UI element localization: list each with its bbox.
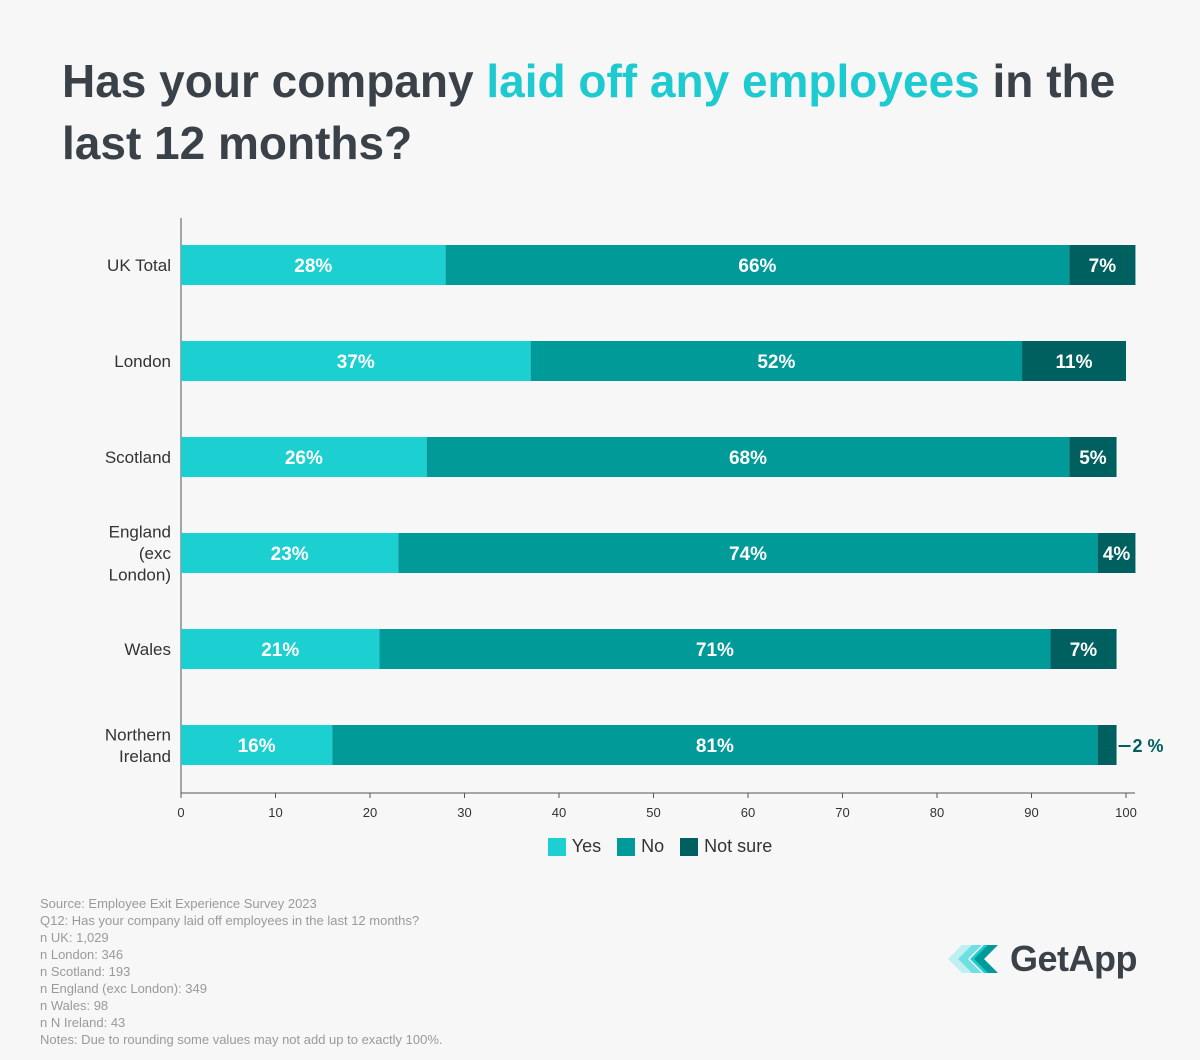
bar-segment-not-sure	[1097, 533, 1136, 573]
x-tick-label: 0	[177, 805, 184, 820]
bar-segment-yes	[181, 245, 446, 285]
category-label: London	[114, 352, 171, 371]
title-highlight: laid off any employees	[486, 55, 980, 107]
note-line: Source: Employee Exit Experience Survey …	[40, 896, 317, 911]
x-tick-label: 10	[268, 805, 282, 820]
legend-label-yes: Yes	[571, 836, 602, 856]
x-tick-label: 70	[835, 805, 849, 820]
note-line: Notes: Due to rounding some values may n…	[40, 1032, 443, 1047]
bar-segment-yes	[181, 725, 333, 765]
bar-value-label: 5%	[1079, 448, 1107, 469]
category-label-line: London	[114, 352, 171, 371]
legend-item-no: No	[617, 836, 664, 857]
note-line: n Scotland: 193	[40, 964, 131, 979]
title-part-2: in the last 12 months?	[62, 55, 1116, 169]
bar-value-label: 81%	[696, 736, 734, 757]
note-line: Q12: Has your company laid off employees…	[40, 913, 420, 928]
note-line: n England (exc London): 349	[40, 981, 207, 996]
category-label-line: (exc	[139, 544, 172, 563]
category-label: Scotland	[105, 448, 171, 467]
bar-value-label: 4%	[1103, 544, 1131, 565]
bar-value-label: 2 %	[1133, 736, 1164, 756]
category-label-line: UK Total	[107, 256, 171, 275]
category-label-line: England	[109, 523, 171, 542]
x-tick-label: 60	[741, 805, 755, 820]
bar-value-label: 74%	[729, 544, 767, 565]
bar-segment-not-sure	[1097, 725, 1117, 765]
note-line: n N Ireland: 43	[40, 1015, 126, 1030]
bar-segment-not-sure	[1022, 341, 1126, 381]
x-tick-label: 100	[1115, 805, 1137, 820]
note-line: n Wales: 98	[40, 998, 109, 1013]
category-label: Northern Ireland	[105, 725, 171, 766]
getapp-chevrons-icon	[948, 945, 998, 973]
category-label-line: Northern	[105, 725, 171, 744]
chart-legend: Yes No Not sure	[0, 836, 1200, 857]
bar-value-label: 66%	[738, 256, 776, 277]
legend-label-not-sure: Not sure	[704, 836, 773, 856]
category-label-line: Ireland	[119, 747, 171, 766]
bar-value-label: 11%	[1056, 352, 1093, 373]
source-notes: Source: Employee Exit Experience Survey …	[40, 895, 443, 1048]
bar-segment-no	[398, 533, 1098, 573]
bar-segment-no	[379, 629, 1051, 669]
stacked-bar-chart: 0 10 20 30 40 50 60 70 80 90 100 UK Total 28% 66% 7% Lo…	[105, 218, 1164, 820]
category-label: UK Total	[107, 256, 171, 275]
bar-value-label: 7%	[1089, 256, 1117, 277]
bar-value-label: 37%	[337, 352, 375, 373]
x-tick-label: 90	[1024, 805, 1038, 820]
note-line: n London: 346	[40, 947, 124, 962]
x-tick-label: 40	[552, 805, 566, 820]
bar-segment-no	[530, 341, 1023, 381]
x-tick-label: 80	[930, 805, 944, 820]
legend-swatch-not-sure	[680, 837, 699, 856]
bar-segment-no	[426, 437, 1070, 477]
category-label-line: Wales	[124, 640, 171, 659]
legend-item-not-sure: Not sure	[680, 836, 772, 857]
bar-segment-no	[332, 725, 1098, 765]
bar-segment-not-sure	[1050, 629, 1117, 669]
bar-value-label: 21%	[261, 640, 299, 661]
category-label: England (exc London)	[109, 523, 172, 585]
bar-value-label: 7%	[1070, 640, 1098, 661]
legend-item-yes: Yes	[547, 836, 602, 857]
title-part-1: Has your company	[62, 55, 487, 107]
bar-segment-not-sure	[1069, 437, 1117, 477]
legend-label-no: No	[641, 836, 665, 856]
bar-segment-yes	[181, 629, 380, 669]
bar-value-label: 68%	[729, 448, 767, 469]
bar-segment-not-sure	[1069, 245, 1136, 285]
bar-segment-yes	[181, 341, 531, 381]
x-tick-label: 30	[457, 805, 471, 820]
getapp-logo: GetApp	[948, 938, 1138, 980]
category-label-line: Scotland	[105, 448, 171, 467]
bar-value-label: 26%	[285, 448, 323, 469]
x-tick-label: 50	[646, 805, 660, 820]
category-label-line: London)	[109, 566, 171, 585]
x-tick-label: 20	[363, 805, 377, 820]
note-line: n UK: 1,029	[40, 930, 109, 945]
bar-value-label: 16%	[238, 736, 276, 757]
bar-value-label: 28%	[294, 256, 332, 277]
legend-swatch-yes	[547, 837, 566, 856]
bar-value-label: 71%	[696, 640, 734, 661]
legend-swatch-no	[617, 837, 636, 856]
bar-segment-yes	[181, 533, 399, 573]
bar-value-label: 23%	[271, 544, 309, 565]
bar-segment-yes	[181, 437, 427, 477]
chart-title: Has your company laid off any employees …	[62, 50, 1142, 174]
bar-value-label: 52%	[757, 352, 795, 373]
bar-segment-no	[445, 245, 1070, 285]
category-label: Wales	[124, 640, 171, 659]
logo-text: GetApp	[1010, 938, 1138, 979]
